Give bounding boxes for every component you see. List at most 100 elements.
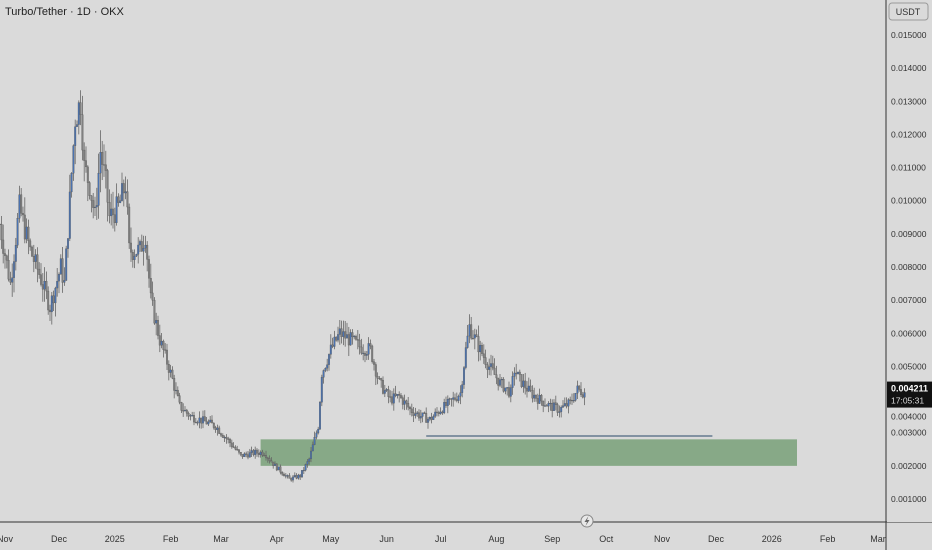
- x-tick-label: 2026: [762, 534, 782, 544]
- candle-body: [547, 403, 550, 407]
- candle-body: [59, 258, 62, 275]
- x-tick-label: Feb: [820, 534, 836, 544]
- candle-body: [448, 398, 451, 400]
- candle-body: [142, 247, 145, 252]
- candle-body: [574, 392, 577, 401]
- candle-body: [94, 206, 96, 209]
- candle-body: [558, 411, 561, 413]
- candle-body: [117, 196, 120, 203]
- candle-body: [356, 339, 359, 341]
- candle-body: [360, 346, 363, 354]
- candle-body: [36, 254, 39, 270]
- candle-body: [232, 446, 235, 448]
- x-tick-label: Feb: [163, 534, 179, 544]
- candle-body: [202, 416, 204, 424]
- y-tick-label: 0.009000: [891, 229, 927, 239]
- candle-body: [308, 458, 311, 462]
- candle-body: [140, 241, 143, 252]
- candle-body: [410, 408, 413, 413]
- candle-body: [72, 145, 75, 174]
- candle-body: [461, 384, 464, 393]
- candle-body: [452, 397, 455, 400]
- candle-body: [317, 428, 320, 434]
- candle-body: [432, 416, 435, 420]
- candle-body: [486, 364, 489, 370]
- candle-body: [81, 114, 84, 151]
- x-tick-label: Nov: [654, 534, 671, 544]
- candle-body: [189, 415, 192, 417]
- candle-body: [18, 194, 21, 219]
- candle-body: [394, 393, 397, 396]
- candle-body: [472, 337, 474, 340]
- y-tick-label: 0.006000: [891, 328, 927, 338]
- candle-body: [569, 399, 572, 401]
- candle-body: [275, 463, 278, 471]
- candle-body: [549, 402, 552, 405]
- candle-body: [266, 457, 269, 459]
- candle-body: [464, 347, 467, 368]
- candle-body: [320, 377, 323, 403]
- candle-body: [23, 214, 26, 240]
- candle-body: [245, 453, 248, 455]
- candle-body: [423, 412, 426, 414]
- candle-body: [529, 385, 532, 391]
- candle-body: [214, 427, 217, 430]
- candle-body: [236, 449, 239, 451]
- candle-body: [526, 387, 528, 392]
- candle-body: [419, 416, 422, 419]
- candle-body: [450, 398, 453, 400]
- candle-body: [108, 202, 111, 217]
- candle-body: [90, 195, 93, 201]
- candle-body: [63, 280, 66, 283]
- candle-body: [254, 449, 257, 455]
- candle-body: [79, 102, 82, 115]
- candle-body: [272, 461, 275, 466]
- candle-body: [409, 407, 411, 410]
- candle-body: [211, 419, 213, 424]
- candle-body: [227, 438, 230, 440]
- candle-body: [572, 400, 575, 402]
- candle-body: [446, 399, 449, 406]
- candle-body: [580, 389, 582, 395]
- candle-body: [493, 367, 496, 375]
- candle-body: [54, 287, 57, 304]
- candle-body: [524, 380, 527, 389]
- candle-body: [167, 364, 170, 373]
- candle-body: [43, 280, 46, 290]
- candle-body: [47, 290, 50, 311]
- candle-body: [567, 399, 570, 407]
- candle-body: [506, 387, 509, 389]
- candle-body: [243, 453, 246, 457]
- candle-body: [576, 385, 579, 394]
- candle-body: [335, 336, 338, 341]
- candle-body: [34, 254, 37, 262]
- candle-body: [220, 433, 222, 436]
- y-tick-label: 0.013000: [891, 96, 927, 106]
- candle-body: [157, 320, 159, 336]
- candle-body: [475, 334, 478, 337]
- x-tick-label: Apr: [270, 534, 284, 544]
- candle-body: [313, 437, 316, 445]
- candle-body: [160, 340, 163, 346]
- candle-body: [497, 377, 500, 386]
- candle-body: [95, 205, 98, 208]
- candle-body: [428, 416, 431, 420]
- candle-body: [283, 474, 285, 477]
- candle-body: [400, 395, 402, 398]
- candle-body: [389, 396, 392, 398]
- candle-body: [491, 363, 494, 369]
- x-tick-label: Dec: [708, 534, 725, 544]
- candle-body: [104, 164, 107, 171]
- candle-body: [284, 475, 287, 477]
- y-tick-label: 0.002000: [891, 461, 927, 471]
- y-tick-label: 0.001000: [891, 494, 927, 504]
- candle-body: [340, 328, 343, 337]
- candle-body: [403, 400, 406, 405]
- candle-body: [538, 395, 541, 404]
- currency-label: USDT: [896, 7, 921, 17]
- candle-body: [495, 374, 498, 379]
- candle-body: [58, 274, 60, 282]
- candle-body: [425, 412, 428, 423]
- candle-body: [133, 255, 136, 260]
